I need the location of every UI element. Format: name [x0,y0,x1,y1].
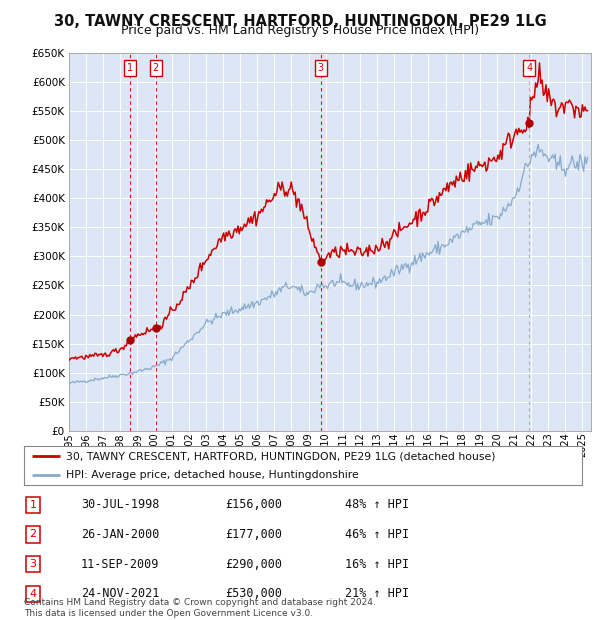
Text: 48% ↑ HPI: 48% ↑ HPI [345,498,409,511]
Text: 4: 4 [29,589,37,599]
Text: 3: 3 [317,63,323,73]
Text: HPI: Average price, detached house, Huntingdonshire: HPI: Average price, detached house, Hunt… [66,470,359,480]
Text: 1: 1 [29,500,37,510]
Text: Price paid vs. HM Land Registry's House Price Index (HPI): Price paid vs. HM Land Registry's House … [121,24,479,37]
Text: 4: 4 [526,63,532,73]
Text: 2: 2 [152,63,159,73]
Text: Contains HM Land Registry data © Crown copyright and database right 2024.
This d: Contains HM Land Registry data © Crown c… [24,598,376,618]
Text: 21% ↑ HPI: 21% ↑ HPI [345,588,409,600]
Text: 11-SEP-2009: 11-SEP-2009 [81,558,160,570]
Text: 2: 2 [29,529,37,539]
Text: 3: 3 [29,559,37,569]
Text: 30-JUL-1998: 30-JUL-1998 [81,498,160,511]
Text: £530,000: £530,000 [225,588,282,600]
Text: 26-JAN-2000: 26-JAN-2000 [81,528,160,541]
Text: 30, TAWNY CRESCENT, HARTFORD, HUNTINGDON, PE29 1LG (detached house): 30, TAWNY CRESCENT, HARTFORD, HUNTINGDON… [66,451,496,461]
Text: 16% ↑ HPI: 16% ↑ HPI [345,558,409,570]
Text: 46% ↑ HPI: 46% ↑ HPI [345,528,409,541]
Text: £156,000: £156,000 [225,498,282,511]
Text: £177,000: £177,000 [225,528,282,541]
Text: £290,000: £290,000 [225,558,282,570]
Text: 24-NOV-2021: 24-NOV-2021 [81,588,160,600]
Text: 30, TAWNY CRESCENT, HARTFORD, HUNTINGDON, PE29 1LG: 30, TAWNY CRESCENT, HARTFORD, HUNTINGDON… [53,14,547,29]
Text: 1: 1 [127,63,133,73]
